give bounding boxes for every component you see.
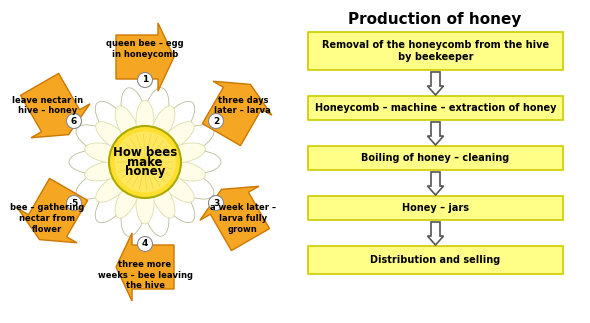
Polygon shape — [116, 233, 174, 301]
Text: queen bee – egg
in honeycomb: queen bee – egg in honeycomb — [106, 39, 184, 59]
Polygon shape — [21, 73, 90, 138]
Ellipse shape — [162, 167, 214, 199]
Circle shape — [137, 236, 152, 252]
Ellipse shape — [155, 176, 195, 223]
Text: 4: 4 — [142, 239, 148, 248]
FancyBboxPatch shape — [308, 146, 563, 170]
Ellipse shape — [121, 88, 148, 143]
Ellipse shape — [95, 176, 135, 223]
Circle shape — [208, 195, 224, 211]
Ellipse shape — [115, 106, 139, 145]
Polygon shape — [428, 222, 444, 245]
Text: 6: 6 — [71, 117, 77, 126]
Text: Production of honey: Production of honey — [348, 12, 522, 27]
Polygon shape — [200, 186, 270, 251]
Text: Distribution and selling: Distribution and selling — [371, 255, 501, 265]
Circle shape — [114, 131, 176, 193]
Ellipse shape — [136, 100, 154, 142]
Text: three days
later – larva: three days later – larva — [215, 96, 271, 115]
Polygon shape — [116, 23, 174, 91]
Text: honey: honey — [125, 165, 165, 179]
Ellipse shape — [69, 150, 125, 174]
Circle shape — [67, 195, 81, 211]
Text: 5: 5 — [71, 199, 77, 207]
Text: 2: 2 — [213, 117, 219, 126]
Ellipse shape — [115, 180, 139, 218]
Text: Honey – jars: Honey – jars — [402, 203, 469, 213]
Polygon shape — [428, 122, 444, 145]
Ellipse shape — [150, 106, 175, 145]
Text: Honeycomb – machine – extraction of honey: Honeycomb – machine – extraction of hone… — [314, 103, 556, 113]
Text: Boiling of honey – cleaning: Boiling of honey – cleaning — [361, 153, 510, 163]
Text: 1: 1 — [142, 76, 148, 85]
Ellipse shape — [96, 122, 130, 151]
FancyBboxPatch shape — [308, 96, 563, 120]
Ellipse shape — [136, 182, 154, 224]
Circle shape — [109, 126, 181, 198]
FancyBboxPatch shape — [308, 246, 563, 274]
Ellipse shape — [76, 167, 127, 199]
Polygon shape — [428, 172, 444, 195]
Ellipse shape — [155, 101, 195, 148]
Circle shape — [137, 72, 152, 88]
Text: three more
weeks – bee leaving
the hive: three more weeks – bee leaving the hive — [97, 260, 192, 290]
Text: How bees: How bees — [113, 145, 177, 159]
Ellipse shape — [84, 143, 126, 163]
Text: Removal of the honeycomb from the hive
by beekeeper: Removal of the honeycomb from the hive b… — [322, 40, 549, 62]
Ellipse shape — [95, 101, 135, 148]
Ellipse shape — [142, 88, 169, 143]
Ellipse shape — [84, 161, 126, 181]
Ellipse shape — [164, 143, 205, 163]
Ellipse shape — [162, 125, 214, 157]
Text: 3: 3 — [213, 199, 219, 207]
Ellipse shape — [159, 172, 194, 202]
Text: a week later –
larva fully
grown: a week later – larva fully grown — [210, 203, 276, 234]
Ellipse shape — [165, 150, 221, 174]
Polygon shape — [428, 72, 444, 95]
Ellipse shape — [121, 182, 148, 236]
Ellipse shape — [159, 122, 194, 151]
Ellipse shape — [164, 161, 205, 181]
FancyBboxPatch shape — [308, 196, 563, 220]
Text: bee – gathering
nectar from
flower: bee – gathering nectar from flower — [10, 203, 84, 234]
Text: make: make — [127, 155, 163, 169]
Polygon shape — [202, 81, 272, 146]
Ellipse shape — [76, 125, 127, 157]
Ellipse shape — [142, 182, 169, 236]
Text: leave nectar in
hive – honey: leave nectar in hive – honey — [12, 96, 83, 115]
Circle shape — [208, 113, 224, 129]
FancyBboxPatch shape — [308, 32, 563, 70]
Ellipse shape — [150, 180, 175, 218]
Ellipse shape — [96, 172, 130, 202]
Circle shape — [67, 113, 81, 129]
Polygon shape — [18, 178, 88, 243]
